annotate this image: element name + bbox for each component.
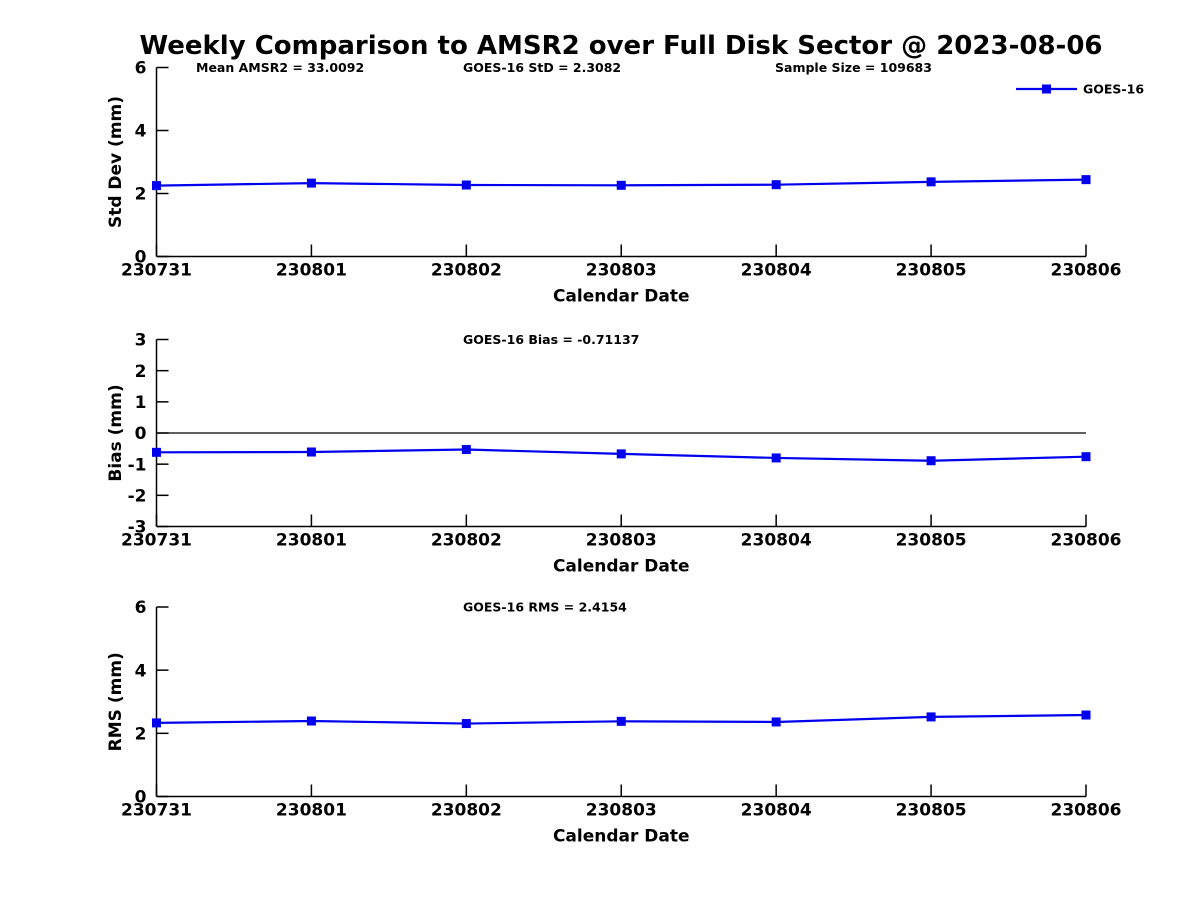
legend: GOES-16	[1016, 82, 1144, 97]
x-tick-label: 230803	[586, 801, 657, 821]
data-point-marker	[152, 718, 161, 728]
x-tick-label: 230805	[896, 531, 967, 551]
x-tick-label: 230802	[431, 801, 502, 821]
data-point-marker	[1081, 175, 1091, 185]
data-point-marker	[926, 456, 936, 466]
data-point-marker	[616, 180, 626, 190]
x-tick-label: 230804	[741, 531, 812, 551]
x-axis-label: Calendar Date	[553, 827, 690, 847]
x-tick-label: 230806	[1051, 261, 1122, 281]
y-tick-label: 0	[135, 424, 147, 444]
data-point-marker	[1081, 710, 1091, 720]
data-point-marker	[616, 716, 626, 726]
y-tick-label: 0	[135, 248, 147, 268]
x-tick-label: 230801	[276, 801, 347, 821]
x-tick-label: 230803	[586, 261, 657, 281]
x-tick-label: 230731	[121, 801, 192, 821]
x-axis-label: Calendar Date	[553, 557, 690, 577]
chart-title: Weekly Comparison to AMSR2 over Full Dis…	[139, 31, 1102, 61]
y-axis-label: Std Dev (mm)	[106, 96, 126, 228]
y-tick-label: 1	[135, 393, 147, 413]
x-axis-label: Calendar Date	[553, 287, 690, 307]
y-tick-label: -3	[128, 518, 147, 538]
data-point-marker	[461, 180, 471, 190]
y-tick-label: 2	[135, 724, 147, 744]
y-tick-label: 6	[135, 598, 147, 618]
data-point-marker	[306, 716, 316, 726]
x-tick-label: 230801	[276, 531, 347, 551]
y-axis-label: Bias (mm)	[106, 384, 126, 481]
data-point-marker	[306, 447, 316, 457]
y-tick-label: 0	[135, 788, 147, 808]
data-point-marker	[616, 449, 626, 459]
y-tick-label: 4	[135, 122, 147, 142]
y-tick-label: 6	[135, 59, 147, 79]
subplot-rms: 0 2 4 6 230731 230801 230802 230803 230804 230805…	[106, 598, 1121, 846]
x-tick-label: 230731	[121, 261, 192, 281]
y-tick-label: 3	[135, 331, 147, 351]
x-tick-label: 230804	[741, 801, 812, 821]
data-point-marker	[771, 717, 781, 727]
data-point-marker	[461, 445, 471, 455]
y-tick-label: -1	[128, 455, 147, 475]
x-tick-label: 230806	[1051, 801, 1122, 821]
y-tick-label: 2	[135, 362, 147, 382]
y-tick-label: -2	[128, 486, 147, 506]
x-tick-label: 230806	[1051, 531, 1122, 551]
data-point-marker	[152, 447, 161, 457]
x-tick-label: 230805	[896, 801, 967, 821]
x-tick-label: 230731	[121, 531, 192, 551]
data-point-marker	[1081, 452, 1091, 462]
annotation-rms-0: GOES-16 RMS = 2.4154	[463, 600, 627, 615]
x-tick-label: 230802	[431, 531, 502, 551]
x-tick-label: 230801	[276, 261, 347, 281]
annotation-bias-0: GOES-16 Bias = -0.71137	[463, 332, 639, 347]
data-point-marker	[306, 178, 316, 188]
annotation-std-dev-1: GOES-16 StD = 2.3082	[463, 60, 621, 75]
data-point-marker	[771, 453, 781, 463]
legend-marker-sample	[1042, 84, 1051, 94]
data-point-marker	[926, 712, 936, 722]
x-tick-label: 230802	[431, 261, 502, 281]
subplot-std-dev: 0 2 4 6 230731 230801 230802 230803 230804 230805…	[106, 59, 1144, 307]
annotation-std-dev-0: Mean AMSR2 = 33.0092	[196, 60, 364, 75]
annotation-std-dev-2: Sample Size = 109683	[775, 60, 932, 75]
data-point-marker	[461, 719, 471, 729]
x-tick-label: 230803	[586, 531, 657, 551]
y-tick-label: 2	[135, 185, 147, 205]
x-tick-label: 230804	[741, 261, 812, 281]
data-point-marker	[152, 181, 161, 191]
x-tick-label: 230805	[896, 261, 967, 281]
data-point-marker	[926, 177, 936, 187]
y-axis-label: RMS (mm)	[106, 652, 126, 751]
legend-label: GOES-16	[1083, 82, 1144, 97]
y-tick-label: 4	[135, 661, 147, 681]
data-point-marker	[771, 180, 781, 190]
